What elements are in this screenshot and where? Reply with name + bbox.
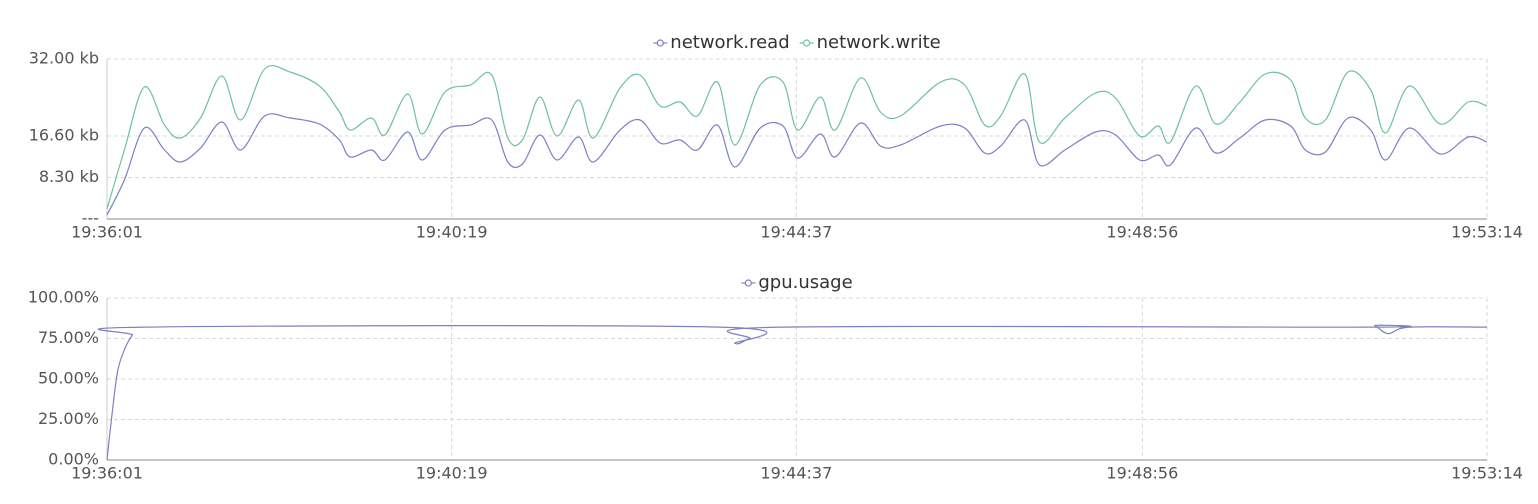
y-tick-label: 8.30 kb [39,167,99,186]
legend: gpu.usage [741,272,853,293]
legend-marker [656,39,664,47]
x-tick-label: 19:53:14 [1451,464,1523,483]
y-tick-label: 16.60 kb [29,126,99,145]
legend-marker [803,39,811,47]
x-tick-label: 19:36:01 [71,223,143,242]
x-tick-label: 19:36:01 [71,464,143,483]
x-tick-label: 19:48:56 [1106,464,1178,483]
y-tick-label: 25.00% [38,409,99,428]
y-tick-label: 100.00% [28,288,99,307]
x-tick-label: 19:44:37 [760,464,832,483]
x-tick-label: 19:40:19 [416,223,488,242]
legend-label: network.write [817,32,941,53]
legend-label: network.read [670,32,789,53]
x-tick-label: 19:44:37 [760,223,832,242]
legend-marker [744,279,752,287]
y-tick-label: 50.00% [38,369,99,388]
series-line [106,113,1488,216]
x-tick-label: 19:48:56 [1106,223,1178,242]
legend-label: gpu.usage [758,272,852,293]
series-line [97,324,1488,461]
y-tick-label: 0.00% [48,450,99,469]
y-tick-label: 32.00 kb [29,49,99,68]
x-tick-label: 19:53:14 [1451,223,1523,242]
series-line [106,65,1488,210]
x-tick-label: 19:40:19 [416,464,488,483]
legend: network.read network.write [653,32,941,53]
y-tick-label: 75.00% [38,328,99,347]
y-tick-label: --- [82,209,99,228]
